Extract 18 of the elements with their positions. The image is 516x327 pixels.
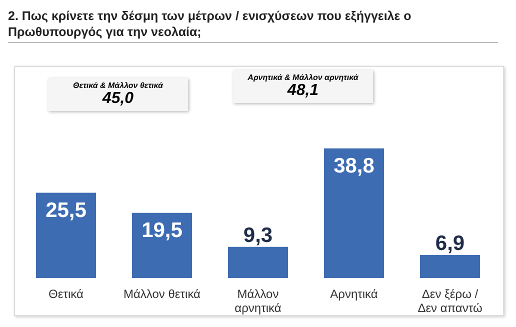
summary-box: Αρνητικά & Μάλλον αρνητικά 48,1 [233, 70, 373, 103]
x-tick-label: Θετικά [48, 287, 84, 301]
data-label: 9,3 [243, 224, 273, 247]
data-label: 19,5 [142, 218, 183, 242]
data-label: 6,9 [435, 232, 465, 255]
chart-title: 2. Πως κρίνετε την δέσμη των μέτρων / ενισχύσεων που εξήγγειλε ο Πρωθυπουργός για την νεολαία; [8, 8, 498, 43]
data-label: 38,8 [334, 154, 375, 178]
bar [420, 254, 480, 278]
x-tick-label: Δεν ξέρω / Δεν απαντώ [418, 287, 482, 315]
bar [132, 212, 192, 278]
bar [228, 246, 288, 278]
bar [36, 192, 96, 278]
x-tick-label: Μάλλον θετικά [124, 287, 201, 301]
x-tick-label: Αρνητικά [330, 287, 378, 301]
data-label: 25,5 [46, 198, 87, 222]
x-tick-label: Μάλλον αρνητικά [234, 287, 282, 315]
summary-box: Θετικά & Μάλλον θετικά 45,0 [48, 78, 188, 111]
bar [324, 148, 384, 278]
